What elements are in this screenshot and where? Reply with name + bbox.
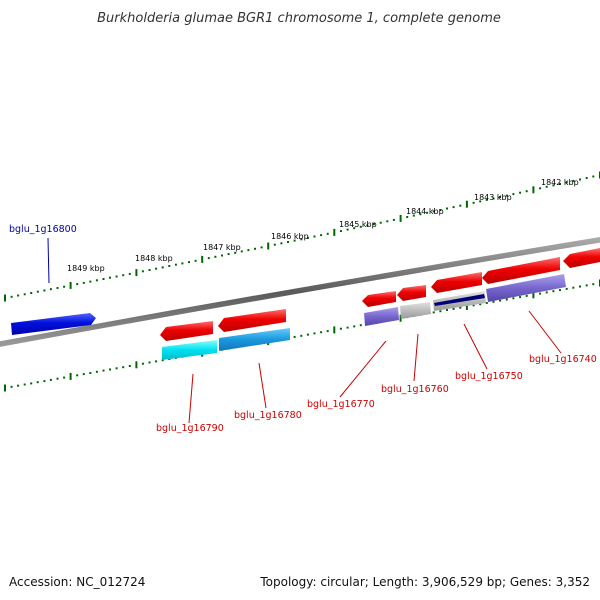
purple-feature-block [364, 307, 399, 326]
gene-arrow-bglu-1g16780[interactable] [218, 309, 286, 332]
purple-feature-block [486, 274, 566, 302]
gene-label-bglu-1g16780[interactable]: bglu_1g16780 [234, 410, 302, 421]
gene-labels: bglu_1g16800 bglu_1g16790 bglu_1g16780 b… [9, 224, 597, 434]
genome-summary-text: Topology: circular; Length: 3,906,529 bp… [260, 575, 590, 589]
accession-text: Accession: NC_012724 [9, 575, 146, 589]
gene-label-bglu-1g16740[interactable]: bglu_1g16740 [529, 354, 597, 365]
gene-label-bglu-1g16790[interactable]: bglu_1g16790 [156, 423, 224, 434]
leader-line [339, 340, 387, 398]
reverse-strand-genes [160, 248, 600, 341]
gene-arrow-bglu-1g16790[interactable] [160, 321, 213, 341]
feature-blocks [162, 274, 566, 360]
outer-scale-ruler [4, 171, 600, 302]
cyan-feature-block [162, 340, 217, 360]
gene-arrow-bglu-1g16740[interactable] [482, 257, 560, 284]
map-title: Burkholderia glumae BGR1 chromosome 1, c… [97, 11, 501, 26]
gene-arrow-bglu-1g16760[interactable] [397, 285, 426, 301]
scale-label: 1845 kbp [339, 220, 377, 229]
gene-label-bglu-1g16800[interactable]: bglu_1g16800 [9, 224, 77, 235]
navy-feature-strip [434, 294, 485, 306]
gene-label-bglu-1g16760[interactable]: bglu_1g16760 [381, 384, 449, 395]
gray-feature-block [400, 302, 431, 319]
leader-line [258, 362, 267, 409]
scale-label: 1842 kbp [541, 178, 579, 187]
scale-label: 1844 kbp [406, 207, 444, 216]
scale-labels: 1849 kbp 1848 kbp 1847 kbp 1846 kbp 1845… [67, 178, 579, 273]
gene-label-bglu-1g16770[interactable]: bglu_1g16770 [307, 399, 375, 410]
gene-arrow-bglu-1g16770[interactable] [362, 291, 396, 307]
gene-label-bglu-1g16750[interactable]: bglu_1g16750 [455, 371, 523, 382]
leader-line [528, 310, 562, 354]
scale-label: 1847 kbp [203, 243, 241, 252]
scale-label: 1848 kbp [135, 254, 173, 263]
gene-arrow-partial[interactable] [563, 248, 600, 268]
leader-line [47, 237, 50, 284]
scale-label: 1846 kbp [271, 232, 309, 241]
gene-arrow-bglu-1g16800[interactable] [11, 313, 96, 335]
scale-label: 1843 kbp [474, 193, 512, 202]
scale-label: 1849 kbp [67, 264, 105, 273]
sky-feature-block [219, 328, 290, 351]
leader-line [188, 373, 194, 424]
leader-line [413, 333, 419, 382]
gene-arrow-bglu-1g16750[interactable] [431, 272, 482, 293]
leader-line [463, 323, 488, 370]
leader-lines [47, 237, 562, 424]
genome-backbone [0, 237, 600, 347]
